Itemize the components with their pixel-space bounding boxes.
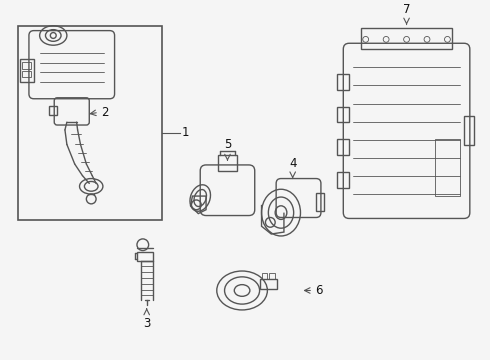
Bar — [22, 62, 31, 68]
Bar — [338, 172, 349, 188]
Text: 6: 6 — [315, 284, 322, 297]
Bar — [20, 59, 34, 82]
Bar — [338, 139, 349, 155]
Bar — [338, 107, 349, 122]
Bar — [338, 74, 349, 90]
Bar — [49, 105, 57, 115]
Bar — [464, 116, 474, 145]
Text: 5: 5 — [224, 138, 231, 151]
Bar — [18, 26, 162, 220]
Bar — [435, 139, 460, 196]
Bar — [260, 279, 277, 288]
Text: 4: 4 — [289, 157, 296, 170]
Bar — [22, 71, 31, 77]
Text: 2: 2 — [101, 106, 108, 119]
Bar — [262, 273, 268, 279]
Text: 7: 7 — [403, 3, 410, 16]
Bar — [361, 28, 452, 49]
Bar — [316, 193, 324, 211]
Bar — [270, 273, 275, 279]
Bar — [137, 252, 152, 261]
Text: 1: 1 — [182, 126, 189, 139]
Text: 3: 3 — [143, 317, 150, 330]
Bar — [218, 155, 237, 171]
